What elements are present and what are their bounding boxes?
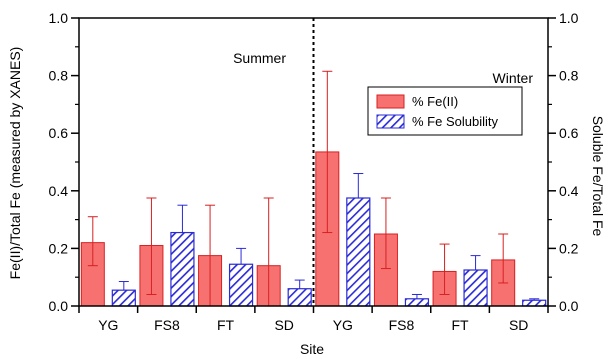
bar-fe-solubility <box>346 197 371 307</box>
x-axis-title: Site <box>300 341 324 357</box>
bar-fe-solubility <box>287 288 312 307</box>
y-tick-label-right: 0.4 <box>559 183 579 199</box>
legend: % Fe(II) % Fe Solubility <box>367 86 523 136</box>
bar-fe-solubility <box>170 231 195 307</box>
x-tick-label: SD <box>509 317 528 333</box>
x-tick-label: FS8 <box>389 317 415 333</box>
legend-label-fe-solubility: % Fe Solubility <box>412 114 498 129</box>
x-tick-label: FT <box>217 317 235 333</box>
x-tick-label: YG <box>98 317 118 333</box>
y-tick-label-right: 0.6 <box>559 125 579 141</box>
bar-fe-solubility <box>111 289 136 307</box>
y-tick-label-left: 1.0 <box>49 10 69 26</box>
axes: 0.0 0.0 0.2 0.2 0.4 0.4 0.6 0.6 0.8 0.8 1.0 1.0 YG FS… <box>49 10 579 333</box>
bar-fe-solubility <box>522 299 547 307</box>
y-tick-label-right: 0.2 <box>559 240 579 256</box>
y-tick-label-left: 0.0 <box>49 298 69 314</box>
y-tick-label-right: 0.0 <box>559 298 579 314</box>
y-tick-label-right: 1.0 <box>559 10 579 26</box>
y-tick-label-left: 0.8 <box>49 68 69 84</box>
bar-fe-solubility <box>404 298 430 307</box>
x-tick-label: FS8 <box>154 317 180 333</box>
season-label-summer: Summer <box>233 50 286 66</box>
bar-fe-solubility <box>463 269 488 307</box>
y-tick-label-left: 0.6 <box>49 125 69 141</box>
legend-swatch-fe-ii <box>376 94 405 109</box>
y-tick-label-left: 0.4 <box>49 183 69 199</box>
y-axis-right-title: Soluble Fe/Total Fe <box>590 116 606 237</box>
legend-swatch-fe-solubility <box>376 114 405 129</box>
y-axis-left-title: Fe(II)/Total Fe (measured by XANES) <box>7 47 23 280</box>
x-tick-label: FT <box>452 317 470 333</box>
y-tick-label-left: 0.2 <box>49 240 69 256</box>
bar-fe-solubility <box>228 263 254 307</box>
y-tick-label-right: 0.8 <box>559 68 579 84</box>
x-tick-label: SD <box>274 317 293 333</box>
x-tick-label: YG <box>333 317 353 333</box>
plot-area <box>80 70 547 307</box>
season-label-winter: Winter <box>493 70 534 86</box>
legend-label-fe-ii: % Fe(II) <box>412 94 458 109</box>
